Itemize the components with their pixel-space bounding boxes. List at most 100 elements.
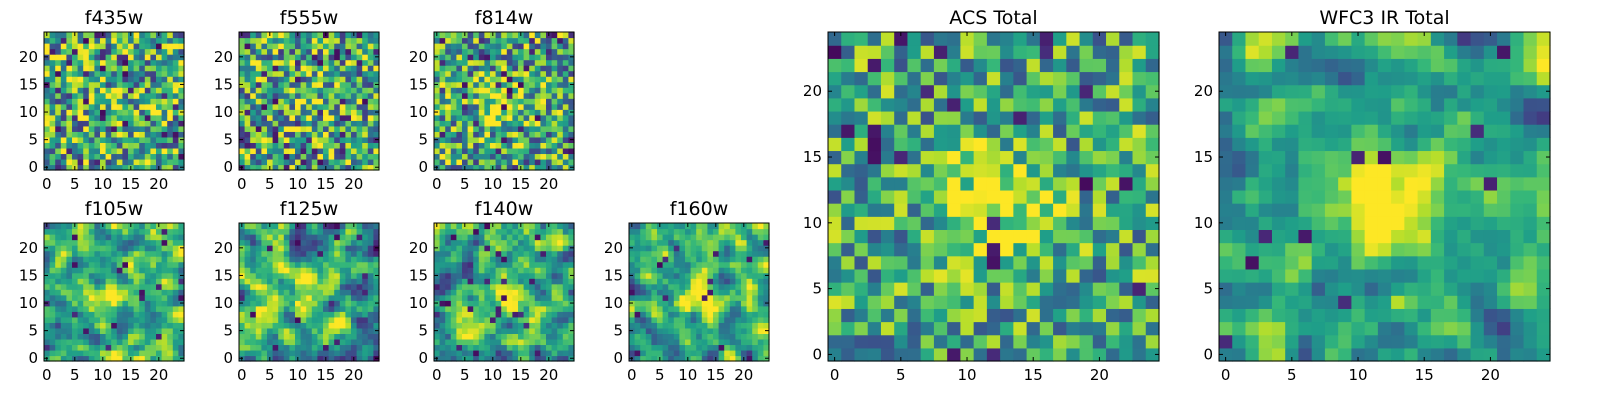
heatmap-cell bbox=[546, 98, 553, 105]
heatmap-cell bbox=[707, 294, 714, 301]
heatmap-cell bbox=[534, 76, 541, 83]
heatmap-cell bbox=[707, 333, 714, 340]
heatmap-cell bbox=[439, 54, 446, 61]
heatmap-cell bbox=[362, 355, 369, 362]
heatmap-cell bbox=[239, 142, 246, 149]
heatmap-cell bbox=[973, 229, 988, 244]
heatmap-cell bbox=[367, 164, 374, 171]
heatmap-cell bbox=[673, 267, 680, 274]
heatmap-cell bbox=[523, 65, 530, 72]
heatmap-cell bbox=[562, 59, 569, 66]
heatmap-cell bbox=[478, 261, 485, 268]
heatmap-cell bbox=[657, 283, 664, 290]
heatmap-cell bbox=[668, 256, 675, 263]
heatmap-cell bbox=[295, 327, 302, 334]
heatmap-cell bbox=[701, 294, 708, 301]
heatmap-cell bbox=[920, 334, 935, 349]
heatmap-cell bbox=[920, 242, 935, 257]
heatmap-cell bbox=[144, 283, 151, 290]
heatmap-cell bbox=[506, 228, 513, 235]
heatmap-cell bbox=[473, 37, 480, 44]
heatmap-cell bbox=[83, 234, 90, 241]
heatmap-cell bbox=[439, 120, 446, 127]
heatmap-cell bbox=[356, 109, 363, 116]
heatmap-cell bbox=[752, 283, 759, 290]
heatmap-cell bbox=[484, 70, 491, 77]
heatmap-cell bbox=[328, 92, 335, 99]
heatmap-cell bbox=[668, 234, 675, 241]
heatmap-cell bbox=[133, 250, 140, 257]
heatmap-cell bbox=[367, 32, 374, 39]
heatmap-cell bbox=[562, 272, 569, 279]
heatmap-cell bbox=[345, 261, 352, 268]
heatmap-cell bbox=[506, 81, 513, 88]
heatmap-cell bbox=[244, 338, 251, 346]
heatmap-cell bbox=[673, 289, 680, 296]
heatmap-cell bbox=[60, 349, 67, 357]
heatmap-cell bbox=[255, 267, 262, 274]
heatmap-cell bbox=[139, 289, 146, 296]
heatmap-cell bbox=[473, 158, 480, 166]
heatmap-cell bbox=[685, 256, 692, 263]
heatmap-cell bbox=[150, 87, 157, 94]
heatmap-cell bbox=[478, 81, 485, 88]
heatmap-cell bbox=[450, 120, 457, 127]
heatmap-cell bbox=[167, 158, 174, 166]
heatmap-cell bbox=[907, 255, 922, 270]
heatmap-cell bbox=[456, 267, 463, 274]
heatmap-cell bbox=[289, 37, 296, 44]
heatmap-cell bbox=[144, 327, 151, 334]
heatmap-cell bbox=[139, 261, 146, 268]
heatmap-cell bbox=[306, 87, 313, 94]
heatmap-cell bbox=[746, 272, 753, 279]
heatmap-cell bbox=[690, 228, 697, 235]
heatmap-cell bbox=[490, 158, 497, 166]
heatmap-cell bbox=[478, 43, 485, 50]
heatmap-cell bbox=[60, 344, 67, 351]
heatmap-cell bbox=[490, 300, 497, 307]
heatmap-cell bbox=[1092, 295, 1107, 309]
heatmap-cell bbox=[568, 322, 575, 329]
heatmap-cell bbox=[156, 245, 163, 252]
heatmap-cell bbox=[323, 228, 330, 235]
heatmap-cell bbox=[161, 344, 168, 351]
heatmap-cell bbox=[540, 245, 547, 252]
heatmap-cell bbox=[445, 92, 452, 99]
heatmap-cell bbox=[172, 272, 179, 279]
heatmap-cell bbox=[568, 267, 575, 274]
heatmap-cell bbox=[445, 70, 452, 77]
heatmap-cell bbox=[933, 268, 948, 283]
heatmap-cell bbox=[484, 333, 491, 340]
heatmap-cell bbox=[239, 349, 246, 357]
heatmap-cell bbox=[339, 223, 346, 230]
heatmap-cell bbox=[534, 228, 541, 235]
heatmap-cell bbox=[49, 65, 56, 72]
heatmap-cell bbox=[645, 223, 652, 230]
heatmap-cell bbox=[854, 308, 869, 323]
heatmap-cell bbox=[128, 114, 135, 121]
heatmap-cell bbox=[562, 136, 569, 143]
heatmap-cell bbox=[272, 98, 279, 105]
heatmap-cell bbox=[690, 234, 697, 241]
heatmap-cell bbox=[122, 125, 129, 132]
heatmap-cell bbox=[49, 349, 56, 357]
heatmap-cell bbox=[685, 234, 692, 241]
heatmap-cell bbox=[362, 98, 369, 105]
heatmap-cell bbox=[317, 120, 324, 127]
heatmap-cell bbox=[323, 125, 330, 132]
heatmap-cell bbox=[328, 289, 335, 296]
heatmap-cell bbox=[562, 267, 569, 274]
heatmap-cell bbox=[150, 114, 157, 121]
heatmap-cell bbox=[1066, 163, 1081, 178]
heatmap-cell bbox=[854, 216, 869, 230]
heatmap-cell bbox=[83, 136, 90, 143]
heatmap-cell bbox=[462, 70, 469, 77]
heatmap-cell bbox=[880, 176, 895, 191]
heatmap-cell bbox=[161, 87, 168, 94]
heatmap-cell bbox=[986, 176, 1001, 191]
heatmap-cell bbox=[111, 283, 118, 290]
heatmap-cell bbox=[94, 344, 101, 351]
heatmap-cell bbox=[278, 147, 285, 155]
heatmap-cell bbox=[250, 92, 257, 99]
heatmap-cell bbox=[156, 305, 163, 312]
